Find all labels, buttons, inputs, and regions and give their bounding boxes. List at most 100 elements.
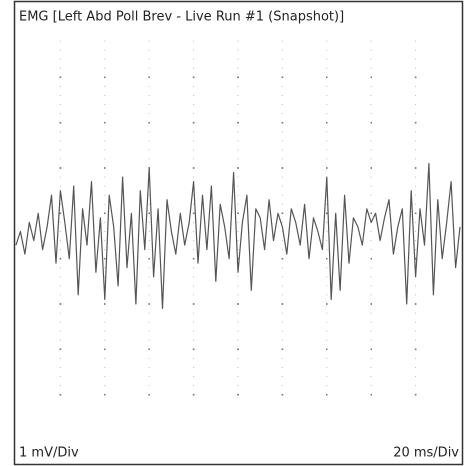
grid-dot [326, 357, 328, 359]
grid-dot [370, 185, 372, 187]
grid-dot [415, 67, 417, 69]
grid-dot [59, 303, 62, 305]
grid-dot [237, 393, 239, 396]
grid-dot [148, 294, 150, 296]
grid-dot [237, 330, 239, 332]
grid-dot [59, 176, 61, 178]
grid-dot [104, 49, 106, 51]
grid-dot [415, 385, 417, 387]
grid-dot [237, 348, 239, 351]
grid-dot [237, 49, 239, 51]
grid-dot [193, 294, 195, 296]
grid-dot [59, 104, 61, 106]
grid-dot [370, 240, 372, 242]
grid-dot [415, 230, 417, 232]
grid-dot [193, 357, 195, 359]
grid-dot [237, 140, 239, 142]
grid-dot [193, 249, 195, 251]
grid-dot [415, 194, 417, 196]
grid-dot [281, 85, 283, 87]
grid-dot [415, 131, 417, 133]
grid-dot [370, 212, 372, 215]
grid-dot [281, 339, 283, 341]
grid-dot [148, 185, 150, 187]
grid-dot [237, 321, 239, 323]
grid-dot [415, 339, 417, 341]
grid-dot [281, 312, 283, 314]
grid-dot [281, 212, 284, 215]
grid-dot [415, 58, 417, 60]
grid-dot [281, 104, 283, 106]
grid-dot [415, 176, 417, 178]
grid-dot [326, 49, 328, 51]
grid-dot [148, 257, 150, 260]
grid-dot [237, 294, 239, 296]
grid-dot [59, 221, 61, 223]
grid-dot [370, 176, 372, 178]
grid-dot [415, 113, 417, 115]
grid-dot [237, 158, 239, 160]
grid-dot [148, 49, 150, 51]
grid-dot [281, 366, 283, 368]
grid-dot [148, 212, 150, 215]
grid-dot [414, 393, 417, 396]
grid-dot [104, 376, 106, 378]
grid-dot [237, 131, 239, 133]
grid-dot [281, 49, 283, 51]
grid-dot [281, 40, 283, 42]
grid-dot [370, 203, 372, 205]
grid-dot [326, 385, 328, 387]
grid-dot [104, 393, 106, 396]
grid-dot [415, 185, 417, 187]
grid-dot [326, 348, 328, 351]
grid-dot [281, 194, 283, 196]
grid-dot [415, 249, 417, 251]
grid-dot [192, 121, 195, 124]
grid-dot [237, 167, 239, 169]
grid-dot [281, 303, 284, 305]
grid-dot [59, 357, 61, 359]
grid-dot [59, 348, 62, 351]
grid-dot [148, 321, 150, 323]
grid-dot [326, 303, 328, 305]
grid-dot [104, 149, 106, 151]
grid-dot [193, 321, 195, 323]
grid-dot [59, 385, 61, 387]
grid-dot [281, 321, 283, 323]
grid-dot [59, 85, 61, 87]
grid-dot [281, 376, 283, 378]
y-scale-label: 1 mV/Div [19, 446, 79, 461]
grid-dot [104, 257, 106, 260]
grid-dot [104, 131, 106, 133]
grid-dot [237, 40, 239, 42]
grid-dot [104, 58, 106, 60]
grid-dot [237, 94, 239, 96]
grid-dot [193, 312, 195, 314]
grid-dot [59, 257, 62, 260]
grid-dot [237, 104, 239, 106]
grid-dot [326, 376, 328, 378]
grid-dot [148, 240, 150, 242]
grid-dot [326, 339, 328, 341]
grid-dot [414, 121, 417, 124]
grid-dot [59, 113, 61, 115]
grid-dot [326, 94, 328, 96]
grid-dot [281, 330, 283, 332]
grid-dot [370, 330, 372, 332]
grid-dot [326, 167, 328, 169]
grid-dot [148, 393, 150, 396]
grid-dot [104, 85, 106, 87]
grid-dot [281, 276, 283, 278]
grid-dot [104, 176, 106, 178]
grid-dot [148, 376, 150, 378]
grid-dot [59, 40, 61, 42]
grid-dot [281, 267, 283, 269]
x-scale-label: 20 ms/Div [393, 446, 459, 461]
grid-dot [59, 158, 61, 160]
grid-dot [415, 49, 417, 51]
grid-dot [326, 212, 328, 215]
grid-dot [370, 121, 372, 124]
grid-dot [148, 149, 150, 151]
